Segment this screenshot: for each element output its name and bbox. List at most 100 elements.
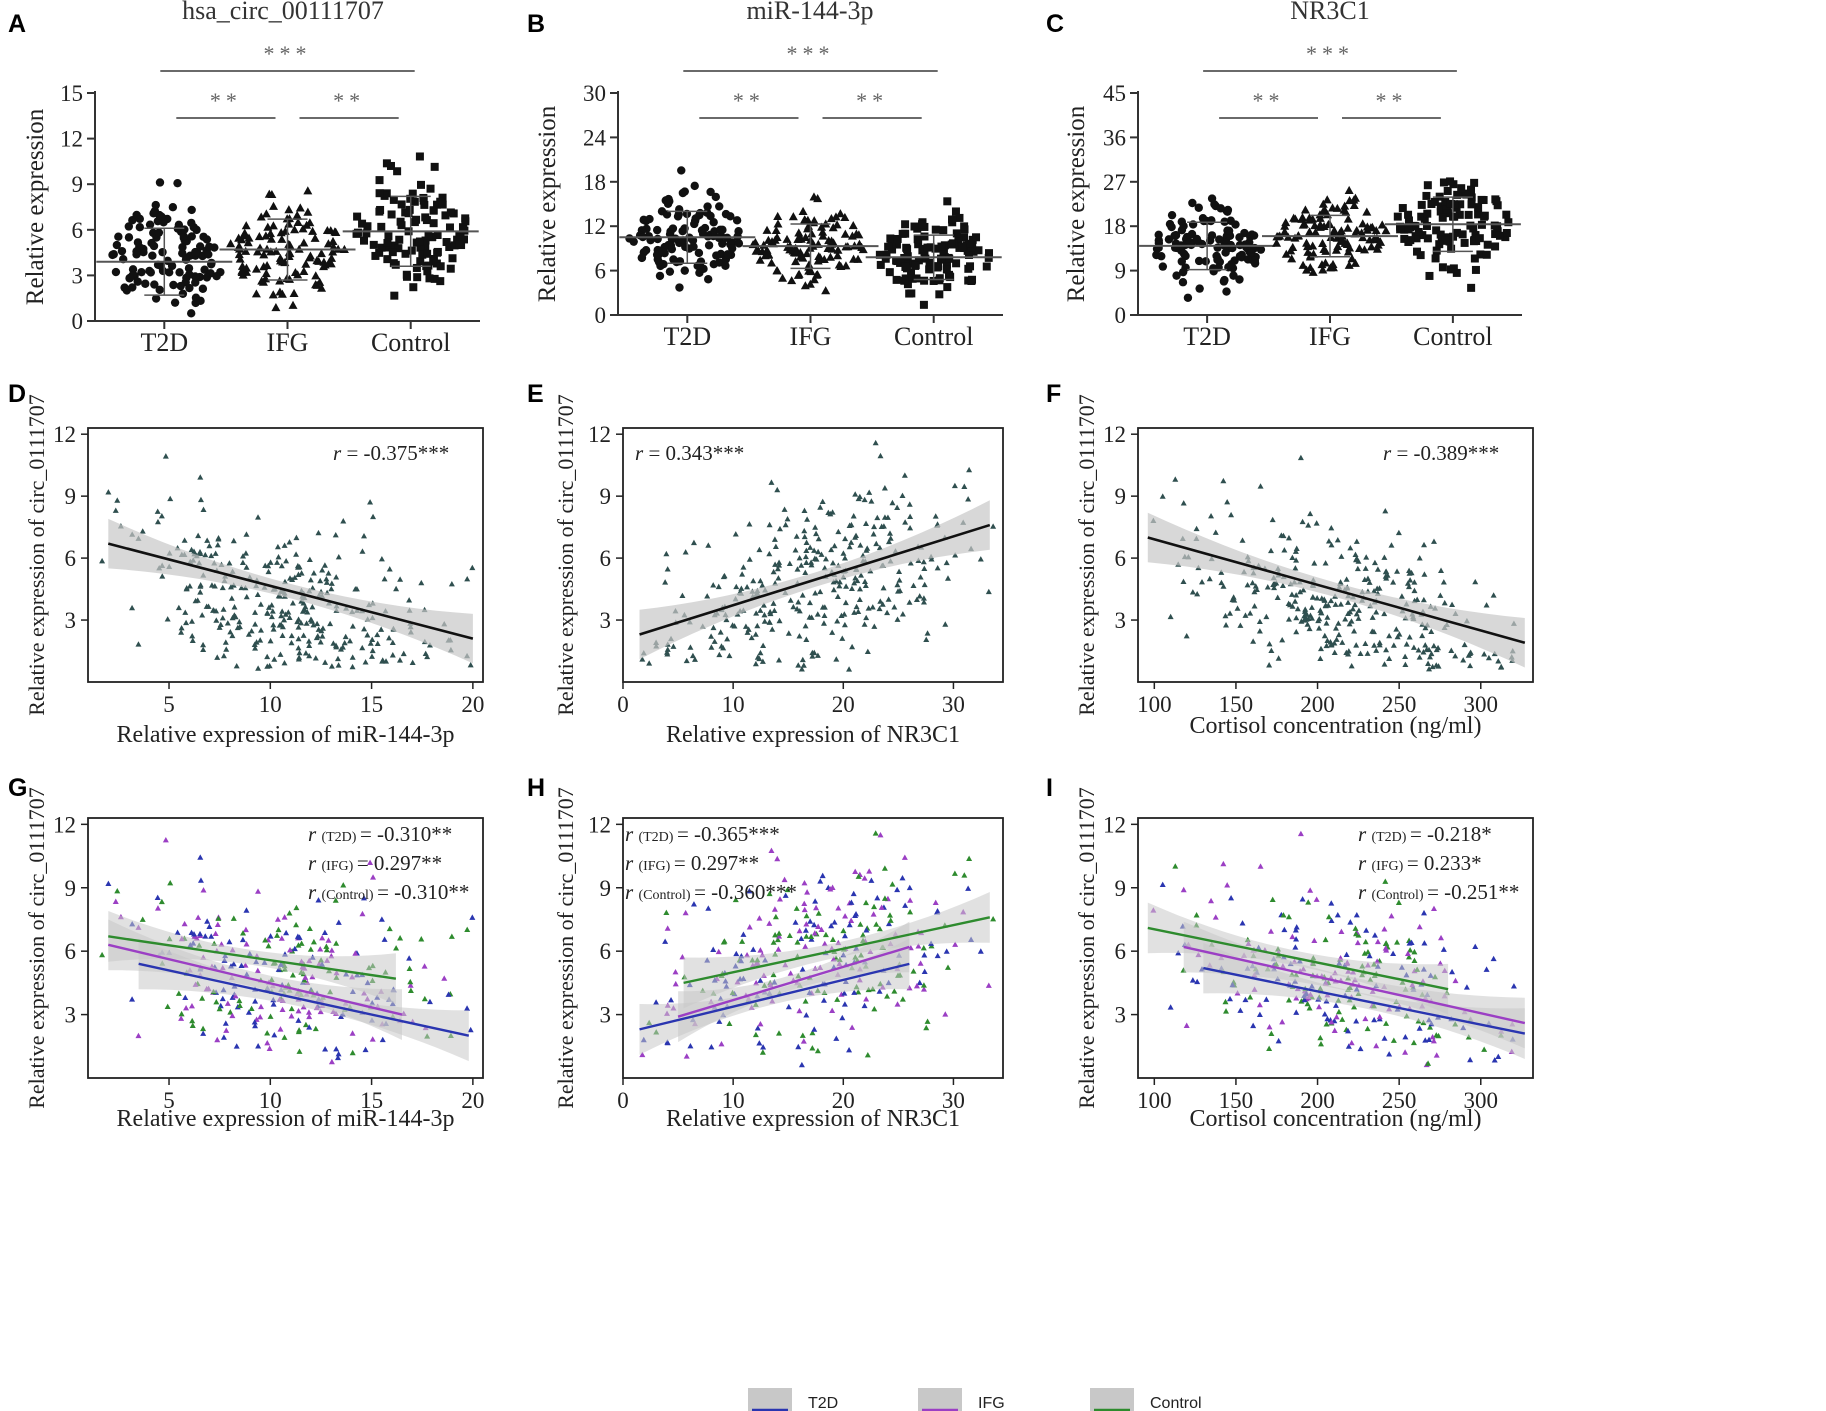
data-point bbox=[955, 213, 964, 222]
data-point bbox=[252, 609, 259, 615]
data-point bbox=[1309, 593, 1316, 600]
data-point bbox=[298, 940, 305, 946]
data-point bbox=[811, 921, 818, 928]
data-point bbox=[746, 521, 753, 527]
data-point bbox=[367, 859, 374, 865]
data-point bbox=[1442, 205, 1451, 214]
data-point bbox=[965, 885, 972, 891]
data-point bbox=[219, 584, 226, 591]
data-point bbox=[1185, 237, 1195, 247]
data-point bbox=[214, 541, 221, 548]
legend-swatch-top bbox=[1090, 1388, 1134, 1411]
data-point bbox=[871, 623, 878, 629]
data-point bbox=[1420, 596, 1427, 603]
data-point bbox=[862, 582, 869, 589]
data-point bbox=[827, 510, 834, 517]
data-point bbox=[1237, 1007, 1244, 1013]
data-point bbox=[803, 547, 810, 553]
data-point bbox=[1351, 1003, 1358, 1010]
data-point bbox=[244, 233, 254, 242]
data-point bbox=[154, 508, 161, 514]
data-point bbox=[795, 662, 802, 668]
data-point bbox=[1292, 565, 1299, 571]
data-point bbox=[750, 237, 760, 247]
x-axis-label: Cortisol concentration (ng/ml) bbox=[1190, 1106, 1482, 1132]
data-point bbox=[782, 234, 792, 243]
data-point bbox=[1425, 660, 1432, 666]
data-point bbox=[1226, 610, 1233, 616]
data-point bbox=[430, 274, 439, 283]
data-point bbox=[952, 941, 959, 947]
data-point bbox=[331, 227, 341, 237]
category-label: T2D bbox=[1183, 322, 1231, 351]
data-point bbox=[849, 1024, 856, 1030]
data-point bbox=[1467, 662, 1474, 669]
data-point bbox=[154, 228, 164, 237]
data-point bbox=[326, 259, 336, 268]
r-symbol: r bbox=[635, 441, 648, 465]
data-point bbox=[293, 217, 303, 226]
data-point bbox=[1355, 607, 1362, 613]
data-point bbox=[775, 575, 782, 581]
data-point bbox=[1441, 599, 1448, 606]
data-point bbox=[854, 230, 864, 239]
data-point bbox=[1294, 605, 1301, 612]
r-symbol: r bbox=[308, 851, 321, 875]
data-point bbox=[1425, 1060, 1432, 1066]
data-point bbox=[813, 904, 820, 911]
significance-stars: ** bbox=[856, 88, 888, 113]
data-point bbox=[306, 642, 313, 649]
data-point bbox=[252, 998, 259, 1004]
data-point bbox=[807, 229, 817, 238]
x-tick-label: 250 bbox=[1382, 692, 1417, 717]
legend-swatch-top bbox=[748, 1388, 792, 1411]
data-point bbox=[396, 657, 403, 663]
data-point bbox=[664, 646, 671, 652]
data-point bbox=[236, 1002, 243, 1009]
data-point bbox=[784, 886, 791, 893]
data-point bbox=[1345, 610, 1352, 616]
data-point bbox=[315, 529, 322, 536]
data-point bbox=[1281, 217, 1291, 227]
data-point bbox=[1311, 937, 1318, 944]
data-point bbox=[421, 242, 430, 251]
data-point bbox=[720, 939, 727, 945]
data-point bbox=[375, 207, 384, 216]
data-point bbox=[293, 270, 303, 279]
data-point bbox=[1426, 646, 1433, 653]
data-point bbox=[705, 542, 712, 548]
data-point bbox=[776, 930, 783, 936]
data-point bbox=[708, 633, 715, 639]
data-point bbox=[265, 942, 272, 949]
data-point bbox=[182, 609, 189, 615]
data-point bbox=[179, 232, 189, 241]
data-point bbox=[239, 559, 246, 566]
data-point bbox=[1304, 621, 1311, 627]
data-point bbox=[1274, 594, 1281, 600]
data-point bbox=[918, 244, 927, 253]
data-point bbox=[214, 654, 221, 660]
y-tick-label: 18 bbox=[583, 170, 606, 195]
data-point bbox=[1256, 1001, 1263, 1008]
data-point bbox=[1334, 536, 1341, 543]
data-point bbox=[337, 1013, 344, 1020]
data-point bbox=[329, 242, 339, 251]
data-point bbox=[257, 1014, 264, 1020]
data-point bbox=[846, 1047, 853, 1053]
data-point bbox=[906, 884, 913, 891]
data-point bbox=[1352, 225, 1362, 235]
data-point bbox=[842, 599, 849, 606]
data-point bbox=[167, 495, 174, 502]
data-point bbox=[1193, 912, 1200, 918]
data-point bbox=[295, 203, 305, 212]
data-point bbox=[820, 620, 827, 626]
data-point bbox=[197, 496, 204, 503]
data-point bbox=[1436, 230, 1445, 239]
data-point bbox=[200, 506, 207, 512]
data-point bbox=[224, 620, 231, 626]
data-point bbox=[683, 1053, 690, 1059]
data-point bbox=[400, 650, 407, 657]
fit-line-IFG bbox=[107, 943, 403, 1016]
y-tick-label: 12 bbox=[53, 422, 76, 447]
